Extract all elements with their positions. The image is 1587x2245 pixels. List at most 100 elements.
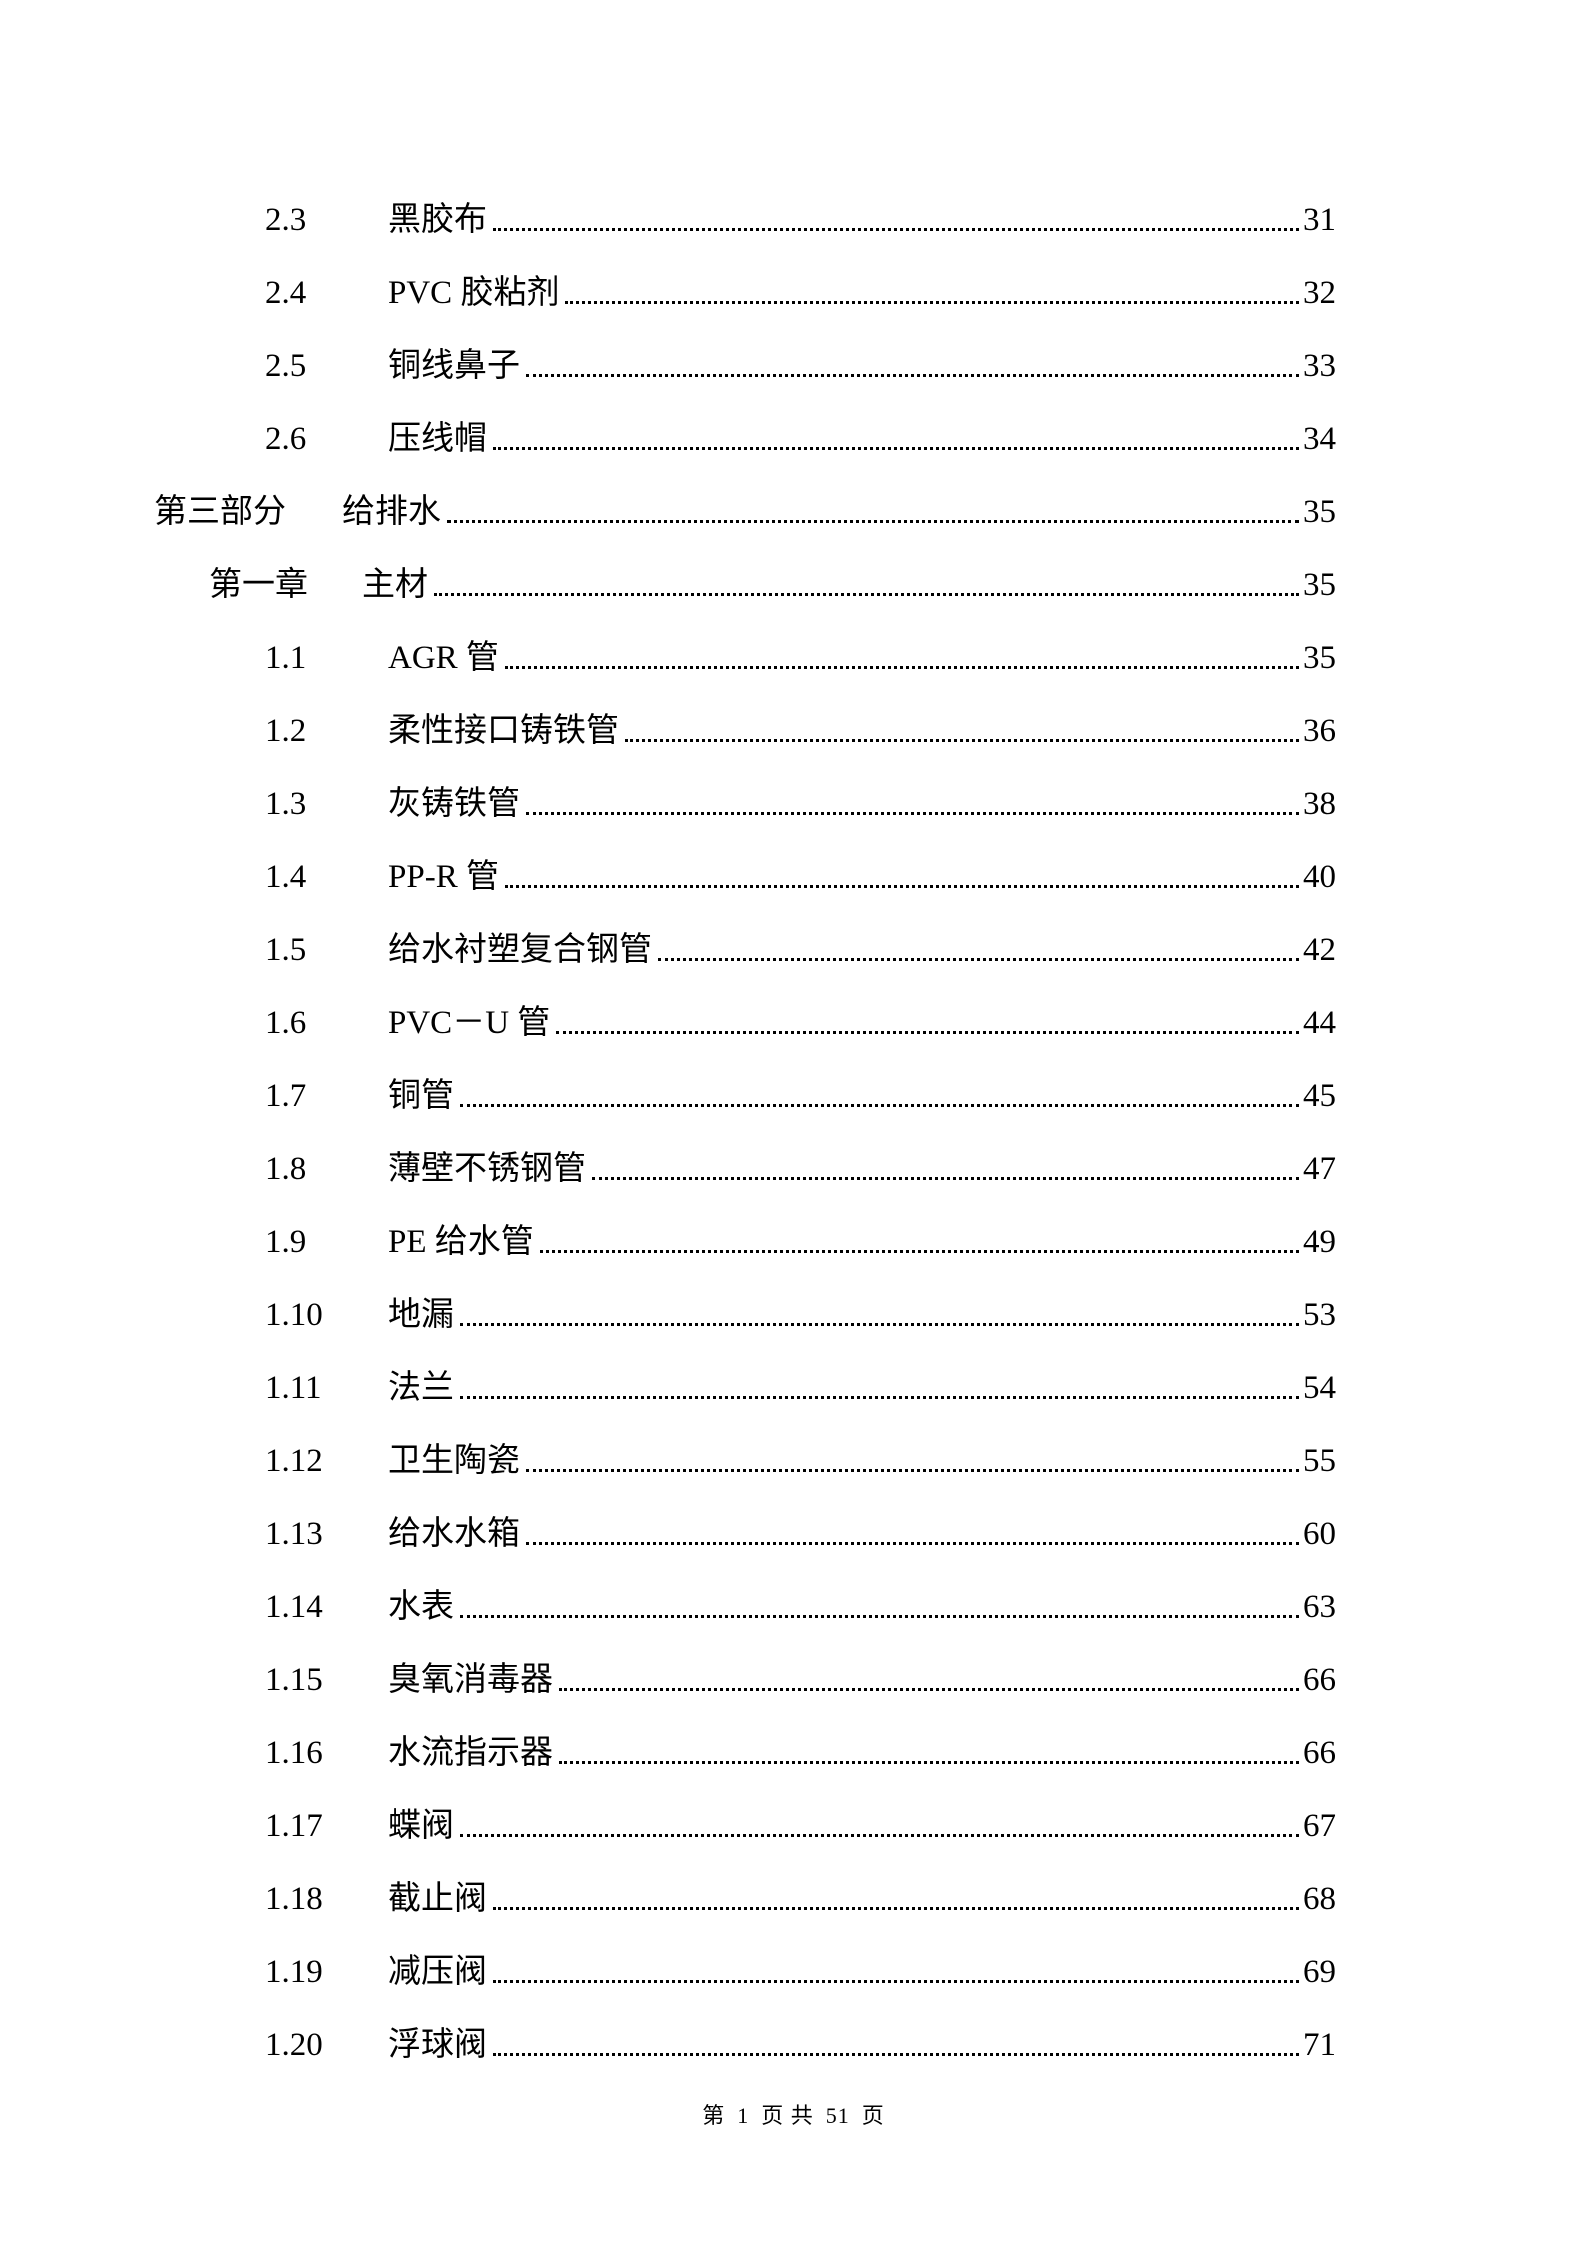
toc-entry-page: 71 (1303, 2027, 1336, 2063)
toc-entry-title: 臭氧消毒器 (388, 1662, 553, 1698)
toc-entry-number: 1.11 (265, 1370, 322, 1406)
toc-entry-page: 60 (1303, 1516, 1336, 1552)
dot-leader (526, 1542, 1299, 1545)
toc-entry-page: 53 (1303, 1297, 1336, 1333)
footer-current-page: 1 (737, 2103, 750, 2128)
toc-entry-title: 浮球阀 (388, 2027, 487, 2063)
toc-entry-number: 1.7 (265, 1078, 307, 1114)
dot-leader (447, 520, 1299, 523)
toc-entry[interactable]: 1.17 蝶阀 67 (265, 1796, 1336, 1846)
toc-entry-number: 1.10 (265, 1297, 323, 1333)
dot-leader (493, 2053, 1299, 2056)
toc-entry-number: 1.3 (265, 786, 307, 822)
toc-entry[interactable]: 2.4 PVC 胶粘剂 32 (265, 263, 1336, 313)
toc-entry-page: 35 (1303, 640, 1336, 676)
footer-suffix: 页 (861, 2103, 885, 2128)
toc-entry-title: 减压阀 (388, 1954, 487, 1990)
toc-entry[interactable]: 1.10 地漏 53 (265, 1285, 1336, 1335)
toc-entry-number: 1.12 (265, 1443, 323, 1479)
toc-entry-page: 69 (1303, 1954, 1336, 1990)
toc-entry-page: 66 (1303, 1662, 1336, 1698)
toc-entry-title: 压线帽 (388, 421, 487, 457)
toc-entry-number: 第一章 (209, 567, 308, 603)
toc-entry[interactable]: 1.16 水流指示器 66 (265, 1723, 1336, 1773)
dot-leader (526, 812, 1299, 815)
dot-leader (460, 1396, 1299, 1399)
toc-entry-page: 68 (1303, 1881, 1336, 1917)
toc-entry-title: 主材 (362, 567, 428, 603)
toc-entry-page: 31 (1303, 202, 1336, 238)
toc-entry[interactable]: 1.18 截止阀 68 (265, 1869, 1336, 1919)
toc-entry[interactable]: 1.1 AGR 管 35 (265, 628, 1336, 678)
toc-entry-title: 柔性接口铸铁管 (388, 713, 619, 749)
dot-leader (625, 739, 1299, 742)
toc-entry-title: 截止阀 (388, 1881, 487, 1917)
toc-entry-number: 2.4 (265, 275, 307, 311)
dot-leader (493, 447, 1299, 450)
toc-entry-page: 44 (1303, 1005, 1336, 1041)
toc-entry-page: 67 (1303, 1808, 1336, 1844)
toc-entry-title: PVC－U 管 (388, 1005, 551, 1041)
toc-entry-number: 2.5 (265, 348, 307, 384)
toc-entry-title: PE 给水管 (388, 1224, 534, 1260)
toc-entry[interactable]: 1.8 薄壁不锈钢管 47 (265, 1139, 1336, 1189)
dot-leader (504, 666, 1299, 669)
toc-entry-number: 1.17 (265, 1808, 323, 1844)
toc-entry-title: 给水水箱 (388, 1516, 520, 1552)
toc-entry-title: 灰铸铁管 (388, 786, 520, 822)
toc-entry-number: 1.19 (265, 1954, 323, 1990)
toc-entry[interactable]: 1.9 PE 给水管 49 (265, 1212, 1336, 1262)
toc-entry[interactable]: 第三部分 给排水 35 (154, 482, 1336, 532)
toc-entry-title: AGR 管 (388, 640, 499, 676)
dot-leader (504, 885, 1299, 888)
toc-entry[interactable]: 1.5 给水衬塑复合钢管 42 (265, 920, 1336, 970)
toc-entry-page: 34 (1303, 421, 1336, 457)
toc-entry[interactable]: 第一章 主材 35 (209, 555, 1336, 605)
dot-leader (493, 1980, 1299, 1983)
toc-entry-title: 薄壁不锈钢管 (388, 1151, 586, 1187)
dot-leader (539, 1250, 1299, 1253)
toc-entry[interactable]: 1.6 PVC－U 管 44 (265, 993, 1336, 1043)
toc-entry[interactable]: 1.14 水表 63 (265, 1577, 1336, 1627)
dot-leader (493, 228, 1299, 231)
toc-entry-number: 第三部分 (154, 494, 286, 530)
dot-leader (460, 1615, 1299, 1618)
toc-entry[interactable]: 2.6 压线帽 34 (265, 409, 1336, 459)
toc-entry-title: 卫生陶瓷 (388, 1443, 520, 1479)
toc-entry[interactable]: 1.19 减压阀 69 (265, 1942, 1336, 1992)
toc-entry-title: 铜管 (388, 1078, 454, 1114)
toc-entry[interactable]: 2.3 黑胶布 31 (265, 190, 1336, 240)
toc-entry-page: 45 (1303, 1078, 1336, 1114)
toc-entry-page: 54 (1303, 1370, 1336, 1406)
toc-entry[interactable]: 1.3 灰铸铁管 38 (265, 774, 1336, 824)
toc-entry[interactable]: 1.12 卫生陶瓷 55 (265, 1431, 1336, 1481)
toc-entry-number: 1.1 (265, 640, 307, 676)
toc-entry[interactable]: 1.2 柔性接口铸铁管 36 (265, 701, 1336, 751)
toc-entry[interactable]: 1.15 臭氧消毒器 66 (265, 1650, 1336, 1700)
toc-entry-page: 35 (1303, 494, 1336, 530)
dot-leader (460, 1104, 1299, 1107)
dot-leader (434, 593, 1299, 596)
toc-entry-number: 1.16 (265, 1735, 323, 1771)
toc-entry-title: 铜线鼻子 (388, 348, 520, 384)
toc-entry-number: 1.20 (265, 2027, 323, 2063)
toc-entry[interactable]: 1.20 浮球阀 71 (265, 2015, 1336, 2065)
toc-entry-title: 水表 (388, 1589, 454, 1625)
toc-entry[interactable]: 1.7 铜管 45 (265, 1066, 1336, 1116)
footer-mid: 页 共 (761, 2103, 814, 2128)
dot-leader (556, 1031, 1299, 1034)
toc-entry-page: 36 (1303, 713, 1336, 749)
toc-entry[interactable]: 1.4 PP-R 管 40 (265, 847, 1336, 897)
toc-entry-number: 1.9 (265, 1224, 307, 1260)
toc-entry[interactable]: 1.11 法兰 54 (265, 1358, 1336, 1408)
footer-prefix: 第 (702, 2103, 726, 2128)
toc-entry-title: PP-R 管 (388, 859, 499, 895)
toc-entry[interactable]: 1.13 给水水箱 60 (265, 1504, 1336, 1554)
toc-entry-number: 2.3 (265, 202, 307, 238)
toc-entry-number: 1.2 (265, 713, 307, 749)
dot-leader (559, 1761, 1299, 1764)
toc-entry[interactable]: 2.5 铜线鼻子 33 (265, 336, 1336, 386)
toc-entry-title: 黑胶布 (388, 202, 487, 238)
toc-entry-number: 2.6 (265, 421, 307, 457)
